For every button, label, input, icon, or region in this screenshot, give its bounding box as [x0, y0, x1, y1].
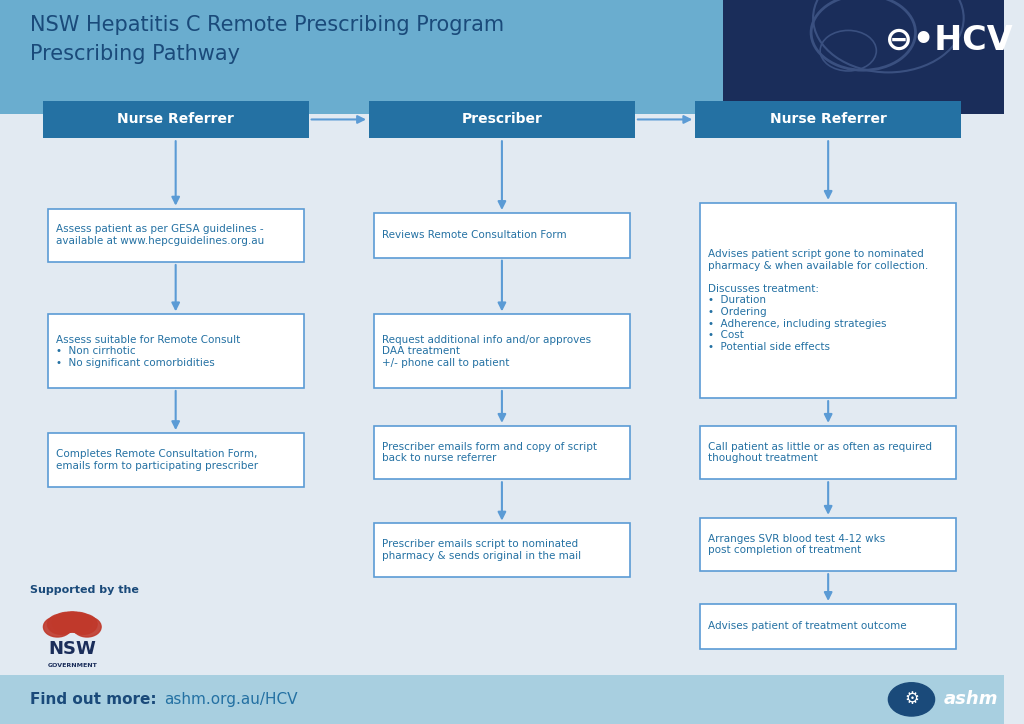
Text: Prescriber emails form and copy of script
back to nurse referrer: Prescriber emails form and copy of scrip… [382, 442, 597, 463]
Circle shape [52, 613, 81, 633]
Text: Advises patient of treatment outcome: Advises patient of treatment outcome [709, 621, 907, 631]
FancyBboxPatch shape [374, 426, 630, 479]
Circle shape [43, 617, 72, 637]
Text: Reviews Remote Consultation Form: Reviews Remote Consultation Form [382, 230, 566, 240]
FancyBboxPatch shape [48, 314, 304, 388]
Text: Completes Remote Consultation Form,
emails form to participating prescriber: Completes Remote Consultation Form, emai… [55, 449, 258, 471]
Text: Find out more:: Find out more: [30, 692, 157, 707]
Text: Request additional info and/or approves
DAA treatment
+/- phone call to patient: Request additional info and/or approves … [382, 334, 591, 368]
Text: Assess patient as per GESA guidelines -
available at www.hepcguidelines.org.au: Assess patient as per GESA guidelines - … [55, 224, 264, 246]
Text: ashm: ashm [943, 691, 998, 708]
FancyBboxPatch shape [48, 209, 304, 262]
Circle shape [69, 614, 97, 634]
FancyBboxPatch shape [0, 0, 1004, 114]
Text: Advises patient script gone to nominated
pharmacy & when available for collectio: Advises patient script gone to nominated… [709, 249, 929, 352]
Text: Prescriber emails script to nominated
pharmacy & sends original in the mail: Prescriber emails script to nominated ph… [382, 539, 581, 561]
FancyBboxPatch shape [700, 604, 956, 649]
Text: ⊖•HCV: ⊖•HCV [885, 23, 1013, 56]
Circle shape [73, 617, 101, 637]
Text: ⚙: ⚙ [904, 691, 919, 708]
Circle shape [58, 612, 86, 632]
FancyBboxPatch shape [0, 675, 1004, 724]
Text: Arranges SVR blood test 4-12 wks
post completion of treatment: Arranges SVR blood test 4-12 wks post co… [709, 534, 886, 555]
Text: NSW: NSW [48, 641, 96, 658]
Text: GOVERNMENT: GOVERNMENT [47, 663, 97, 668]
FancyBboxPatch shape [374, 314, 630, 388]
Circle shape [47, 614, 76, 634]
FancyBboxPatch shape [695, 101, 962, 138]
FancyBboxPatch shape [43, 101, 308, 138]
Text: Prescribing Pathway: Prescribing Pathway [30, 44, 240, 64]
FancyBboxPatch shape [374, 213, 630, 258]
FancyBboxPatch shape [369, 101, 635, 138]
Circle shape [63, 613, 92, 633]
Text: Prescriber: Prescriber [462, 112, 543, 127]
Circle shape [889, 683, 935, 716]
Text: Assess suitable for Remote Consult
•  Non cirrhotic
•  No significant comorbidit: Assess suitable for Remote Consult • Non… [55, 334, 240, 368]
FancyBboxPatch shape [723, 0, 1004, 114]
FancyBboxPatch shape [48, 433, 304, 487]
FancyBboxPatch shape [700, 426, 956, 479]
Text: Nurse Referrer: Nurse Referrer [770, 112, 887, 127]
Text: NSW Hepatitis C Remote Prescribing Program: NSW Hepatitis C Remote Prescribing Progr… [30, 15, 504, 35]
FancyBboxPatch shape [374, 523, 630, 577]
FancyBboxPatch shape [700, 203, 956, 398]
FancyBboxPatch shape [700, 518, 956, 571]
Text: Nurse Referrer: Nurse Referrer [117, 112, 234, 127]
Text: ashm.org.au/HCV: ashm.org.au/HCV [164, 692, 297, 707]
Text: Call patient as little or as often as required
thoughout treatment: Call patient as little or as often as re… [709, 442, 932, 463]
Text: Supported by the: Supported by the [30, 585, 139, 595]
